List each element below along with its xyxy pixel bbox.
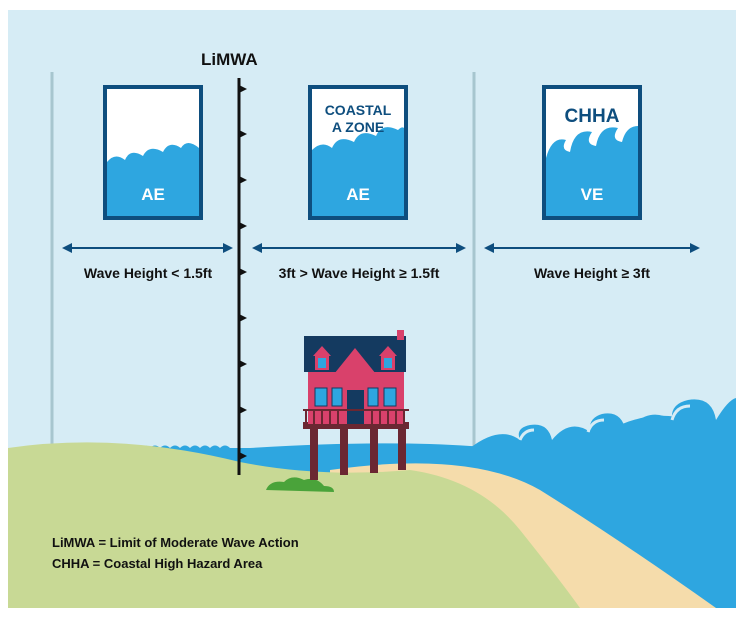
stilt-post [370, 425, 378, 473]
range-arrows [62, 243, 700, 253]
arrowhead-right [690, 243, 700, 253]
limwa-flags [239, 85, 247, 460]
house-door [347, 390, 364, 424]
arrowhead-left [62, 243, 72, 253]
grass-hill [8, 442, 580, 608]
bush [266, 477, 334, 492]
dormer-glass [384, 358, 392, 368]
zone-box-label-ve: VE [580, 185, 604, 204]
arrowhead-left [252, 243, 262, 253]
legend-chha: CHHA = Coastal High Hazard Area [52, 556, 263, 571]
deck-railing [303, 409, 409, 424]
arrowhead-right [456, 243, 466, 253]
arrowhead-left [484, 243, 494, 253]
limwa-flag [239, 406, 247, 414]
wave-curls [518, 404, 691, 441]
limwa-flag [239, 130, 247, 138]
zone-box-header-coastal-a-line1: COASTAL [324, 102, 392, 118]
limwa-flag [239, 85, 247, 93]
zone-box-water [107, 143, 199, 216]
stilt-house [303, 330, 409, 480]
stilt-post [398, 425, 406, 470]
range-label-ve: Wave Height ≥ 3ft [533, 265, 651, 281]
dormer-right [379, 346, 397, 370]
house-deck [303, 422, 409, 429]
range-label-ae: Wave Height < 1.5ft [83, 265, 213, 281]
dormer-left [313, 346, 331, 370]
arrowhead-right [223, 243, 233, 253]
window-right [383, 387, 397, 407]
zone-box-header-chha: CHHA [564, 106, 620, 127]
limwa-title: LiMWA [201, 50, 258, 69]
zone-box-label-coastal-a: AE [346, 185, 370, 204]
zone-box-coastal-a [308, 85, 408, 220]
dormer-roof [313, 346, 331, 356]
limwa-flag [239, 176, 247, 184]
zone-box-water [546, 126, 638, 216]
window-mid-left [331, 387, 343, 407]
zone-box-ae [103, 85, 203, 220]
legend-limwa: LiMWA = Limit of Moderate Wave Action [52, 535, 299, 550]
breaking-waves [470, 398, 736, 470]
zone-box-header-coastal-a-line2: A ZONE [331, 119, 385, 135]
dormer-roof [379, 346, 397, 356]
limwa-flag [239, 268, 247, 276]
limwa-flag [239, 222, 247, 230]
range-label-coastal-a: 3ft > Wave Height ≥ 1.5ft [278, 265, 440, 281]
window-left [314, 387, 328, 407]
zone-box-ve [542, 85, 642, 220]
window-mid-right [367, 387, 379, 407]
limwa-flag [239, 452, 247, 460]
zone-box-label-ae: AE [141, 185, 165, 204]
stilt-post [310, 425, 318, 480]
zone-box-water [312, 127, 404, 216]
stilt-post [340, 425, 348, 475]
limwa-flag [239, 360, 247, 368]
limwa-flag [239, 314, 247, 322]
house-gable [326, 348, 384, 384]
chimney [397, 330, 404, 340]
dormer-glass [318, 358, 326, 368]
